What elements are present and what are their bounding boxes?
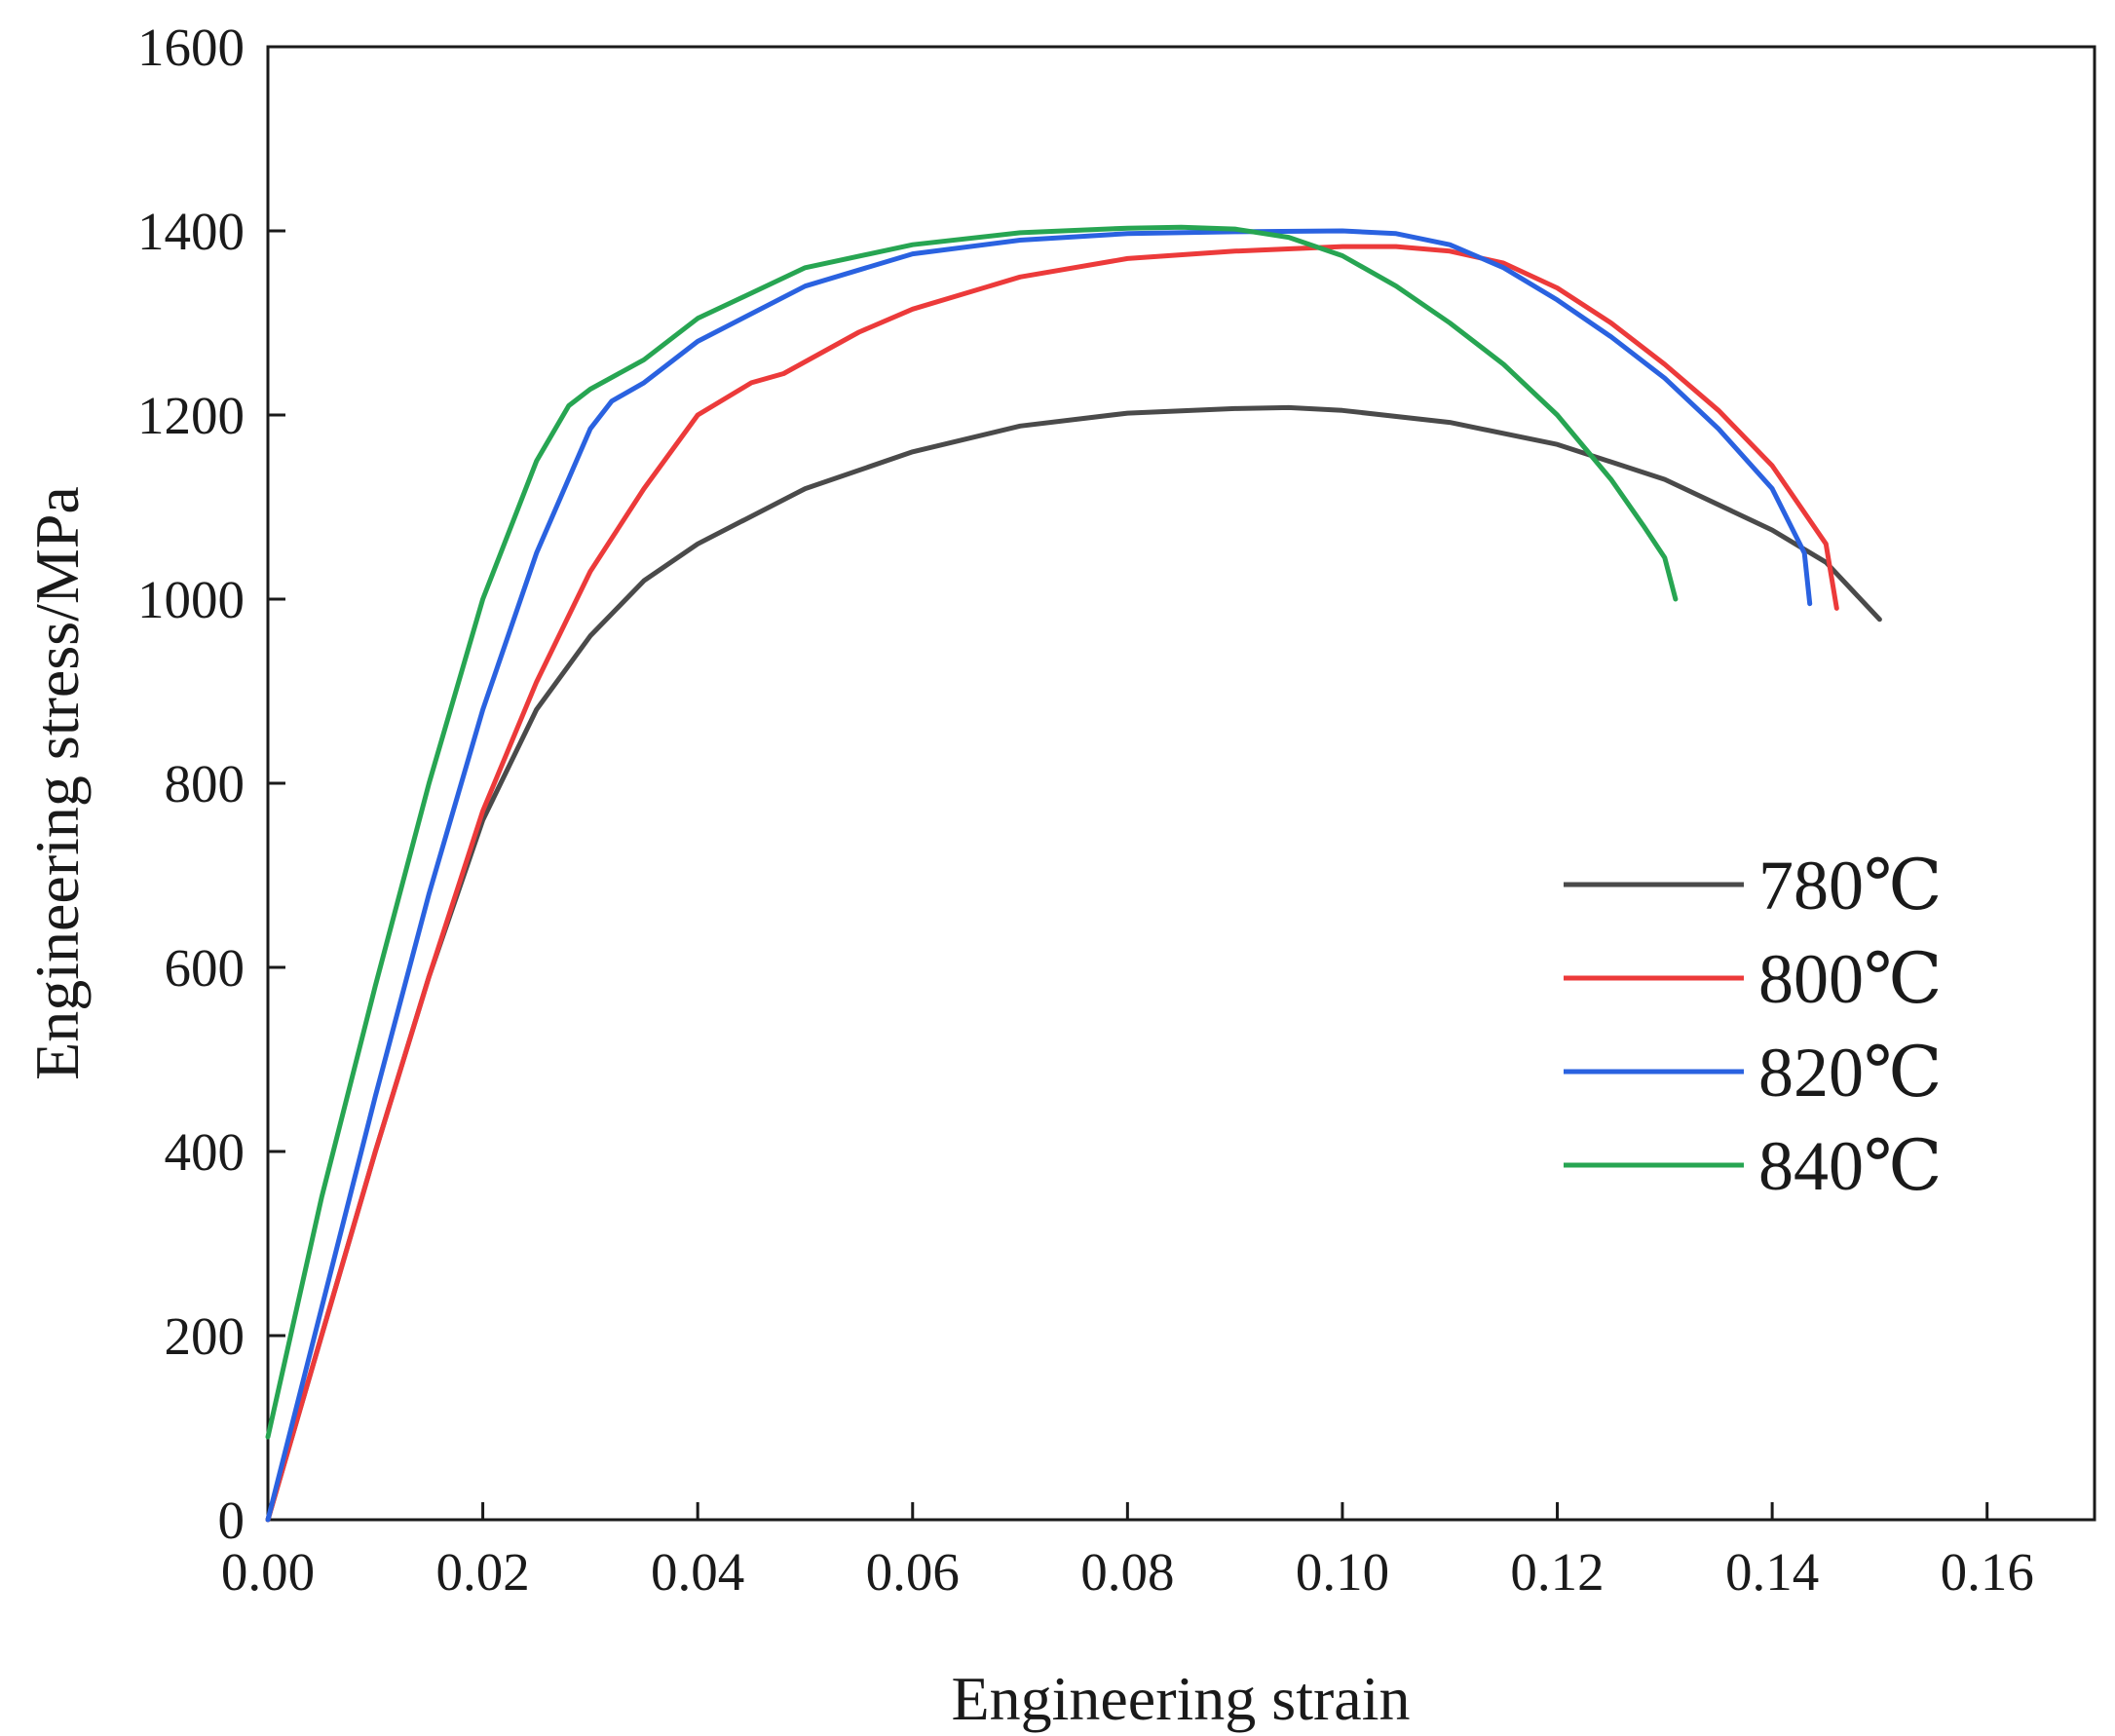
legend-label: 780℃ xyxy=(1758,847,1943,925)
legend-label: 840℃ xyxy=(1758,1127,1943,1205)
y-tick-label: 200 xyxy=(165,1306,245,1366)
y-tick-label: 400 xyxy=(165,1122,245,1182)
plot-frame xyxy=(266,45,2096,1522)
y-tick-label: 800 xyxy=(165,754,245,813)
series-layer xyxy=(265,224,1882,1523)
y-tick-label: 1400 xyxy=(137,202,245,261)
series-line-780 xyxy=(265,404,1882,1523)
x-axis-ticks: 0.00 0.02 0.04 0.06 0.08 0.10 0.12 0.14 0.16 xyxy=(221,1502,2034,1602)
y-axis-title: Engineering stress/MPa xyxy=(22,486,92,1080)
x-tick-label: 0.04 xyxy=(651,1542,744,1602)
x-tick-label: 0.06 xyxy=(866,1542,960,1602)
y-tick-label: 1000 xyxy=(137,570,245,629)
y-axis-ticks: 0 200 400 600 800 1000 1200 1400 1600 xyxy=(137,18,285,1550)
x-tick-label: 0.02 xyxy=(435,1542,529,1602)
series-line-800 xyxy=(265,244,1839,1523)
x-axis-title: Engineering strain xyxy=(952,1664,1411,1733)
legend: 780℃ 800℃ 820℃ 840℃ xyxy=(1564,847,1943,1205)
y-tick-label: 1200 xyxy=(137,386,245,445)
legend-label: 820℃ xyxy=(1758,1034,1943,1112)
x-tick-label: 0.08 xyxy=(1080,1542,1174,1602)
x-tick-label: 0.16 xyxy=(1941,1542,2034,1602)
legend-label: 800℃ xyxy=(1758,940,1943,1018)
x-tick-label: 0.10 xyxy=(1296,1542,1389,1602)
series-line-840 xyxy=(265,224,1679,1440)
y-tick-label: 0 xyxy=(218,1491,245,1550)
series-line-820 xyxy=(265,228,1813,1523)
x-tick-label: 0.00 xyxy=(221,1542,315,1602)
x-tick-label: 0.14 xyxy=(1725,1542,1819,1602)
x-tick-label: 0.12 xyxy=(1510,1542,1604,1602)
y-tick-label: 600 xyxy=(165,938,245,998)
y-tick-label: 1600 xyxy=(137,18,245,77)
